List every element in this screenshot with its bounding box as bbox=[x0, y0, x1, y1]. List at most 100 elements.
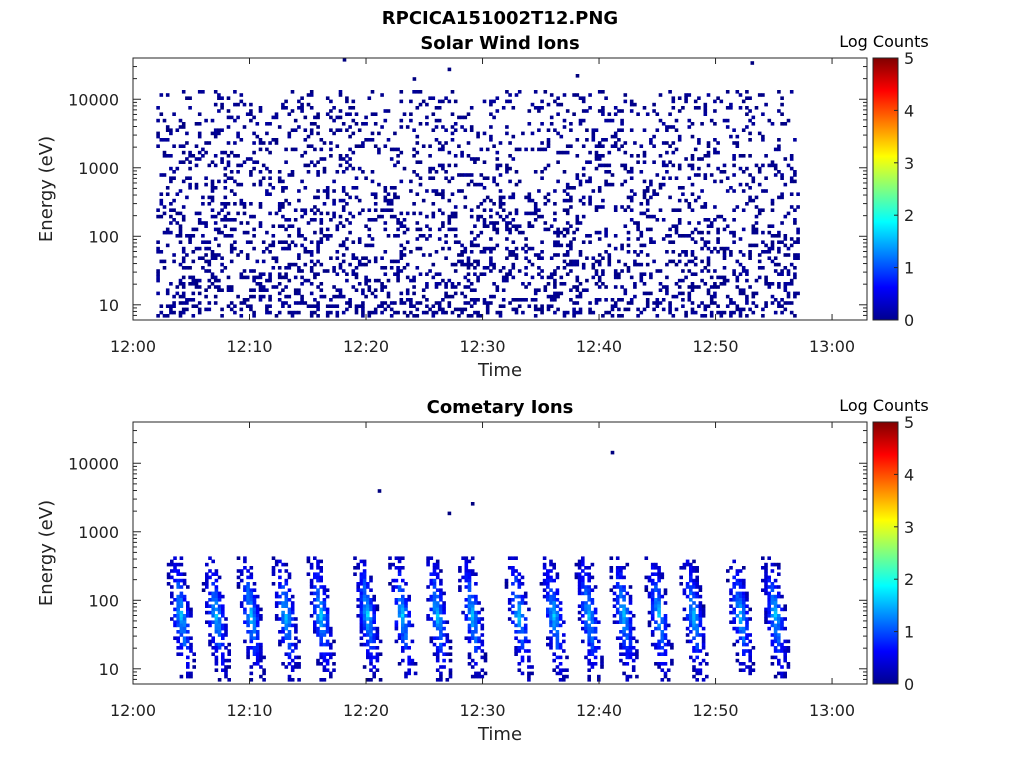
heatmap-cell bbox=[593, 585, 598, 589]
heatmap-cell bbox=[284, 594, 289, 599]
heatmap-cell bbox=[319, 601, 323, 605]
heatmap-cell bbox=[277, 272, 282, 276]
heatmap-cell bbox=[319, 610, 323, 615]
heatmap-cell bbox=[316, 250, 320, 254]
heatmap-cell bbox=[281, 304, 285, 308]
heatmap-cell bbox=[692, 623, 696, 628]
heatmap-cell bbox=[601, 314, 605, 318]
heatmap-cell bbox=[692, 674, 696, 679]
heatmap-cell bbox=[220, 230, 224, 235]
heatmap-cell bbox=[636, 314, 640, 318]
heatmap-cell bbox=[453, 205, 458, 209]
heatmap-cell bbox=[777, 658, 781, 663]
heatmap-cell bbox=[668, 176, 672, 180]
heatmap-cell bbox=[713, 285, 717, 289]
heatmap-cell bbox=[297, 125, 301, 129]
heatmap-cell bbox=[319, 559, 323, 564]
heatmap-cell bbox=[789, 282, 794, 286]
heatmap-cell bbox=[277, 240, 282, 244]
heatmap-cell bbox=[725, 246, 730, 251]
heatmap-cell bbox=[389, 147, 394, 152]
heatmap-cell bbox=[271, 572, 276, 576]
heatmap-cell bbox=[407, 662, 411, 666]
heatmap-cell bbox=[495, 157, 500, 161]
heatmap-cell bbox=[473, 259, 477, 264]
heatmap-cell bbox=[313, 575, 317, 580]
heatmap-cell bbox=[477, 671, 481, 676]
heatmap-cell bbox=[562, 310, 567, 315]
heatmap-cell bbox=[553, 269, 557, 273]
heatmap-cell bbox=[277, 170, 282, 174]
heatmap-cell bbox=[633, 250, 637, 254]
heatmap-cell bbox=[348, 195, 352, 200]
heatmap-cell bbox=[284, 218, 288, 222]
heatmap-cell bbox=[426, 614, 430, 618]
heatmap-cell bbox=[693, 99, 698, 104]
heatmap-cell bbox=[213, 163, 218, 168]
heatmap-cell bbox=[597, 259, 602, 264]
heatmap-cell bbox=[690, 192, 695, 196]
heatmap-cell bbox=[261, 141, 266, 145]
heatmap-cell bbox=[681, 269, 685, 273]
heatmap-cell bbox=[706, 304, 711, 308]
heatmap-cell bbox=[469, 298, 474, 302]
heatmap-cell bbox=[173, 578, 177, 583]
heatmap-cell bbox=[593, 649, 598, 653]
heatmap-cell bbox=[745, 301, 749, 305]
heatmap-cell bbox=[783, 301, 788, 305]
heatmap-cell bbox=[354, 256, 359, 260]
heatmap-cell bbox=[777, 144, 781, 148]
heatmap-cell bbox=[258, 202, 263, 206]
heatmap-cell bbox=[652, 192, 656, 196]
heatmap-cell bbox=[287, 131, 292, 136]
heatmap-cell bbox=[697, 285, 701, 289]
heatmap-cell bbox=[213, 227, 218, 232]
heatmap-cell bbox=[495, 230, 500, 235]
heatmap-cell bbox=[415, 192, 420, 196]
heatmap-cell bbox=[362, 578, 367, 583]
heatmap-cell bbox=[729, 566, 733, 570]
heatmap-cell bbox=[290, 128, 295, 132]
heatmap-cell bbox=[208, 633, 212, 637]
x-tick-label: 12:40 bbox=[576, 337, 622, 356]
heatmap-cell bbox=[665, 285, 669, 289]
heatmap-cell bbox=[369, 652, 373, 656]
heatmap-cell bbox=[401, 556, 405, 560]
heatmap-cell bbox=[742, 582, 746, 586]
heatmap-cell bbox=[549, 614, 553, 618]
heatmap-cell bbox=[786, 662, 791, 666]
heatmap-cell bbox=[504, 578, 509, 583]
heatmap-cell bbox=[370, 291, 375, 296]
heatmap-cell bbox=[587, 626, 591, 631]
heatmap-cell bbox=[698, 614, 703, 618]
heatmap-cell bbox=[226, 285, 231, 289]
heatmap-cell bbox=[587, 614, 591, 618]
heatmap-cell bbox=[213, 214, 218, 219]
heatmap-cell bbox=[453, 214, 458, 219]
heatmap-cell bbox=[729, 298, 733, 302]
heatmap-cell bbox=[600, 658, 604, 663]
heatmap-cell bbox=[558, 617, 563, 621]
heatmap-cell bbox=[213, 154, 218, 158]
heatmap-cell bbox=[418, 102, 423, 107]
heatmap-cell bbox=[505, 163, 509, 168]
heatmap-cell bbox=[460, 310, 464, 315]
heatmap-cell bbox=[695, 655, 699, 660]
heatmap-cell bbox=[425, 224, 429, 228]
heatmap-cell bbox=[629, 176, 634, 180]
heatmap-cell bbox=[738, 307, 743, 312]
heatmap-cell bbox=[642, 128, 647, 132]
heatmap-cell bbox=[479, 182, 484, 187]
heatmap-cell bbox=[476, 298, 480, 302]
heatmap-cell bbox=[546, 607, 550, 612]
heatmap-cell bbox=[607, 262, 612, 267]
heatmap-cell bbox=[578, 96, 583, 100]
heatmap-cell bbox=[692, 636, 696, 640]
heatmap-cell bbox=[770, 594, 775, 599]
heatmap-cell bbox=[226, 109, 231, 113]
heatmap-cell bbox=[649, 141, 653, 145]
heatmap-cell bbox=[581, 591, 585, 596]
heatmap-cell bbox=[658, 118, 663, 123]
heatmap-cell bbox=[780, 594, 784, 599]
heatmap-cell bbox=[373, 144, 378, 148]
